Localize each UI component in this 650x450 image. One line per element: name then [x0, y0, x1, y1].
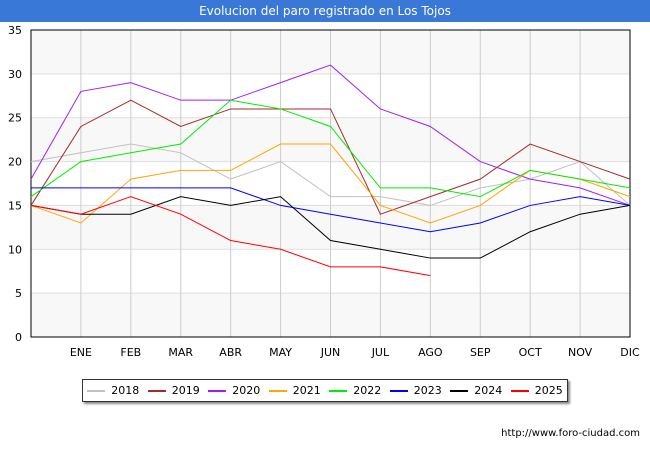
legend-swatch [87, 389, 106, 392]
y-tick-label: 15 [8, 199, 22, 212]
y-tick-label: 5 [15, 287, 22, 300]
x-tick-label: MAR [168, 346, 193, 359]
series-line-2025 [30, 196, 431, 277]
source-url: http://www.foro-ciudad.com [501, 428, 640, 439]
legend-swatch [510, 389, 529, 392]
x-tick-label: OCT [519, 346, 542, 359]
legend-item-2020: 2020 [208, 384, 260, 397]
y-tick-label: 10 [8, 243, 22, 256]
legend-label: 2023 [413, 384, 442, 397]
legend-swatch [389, 389, 408, 392]
legend-item-2018: 2018 [87, 384, 139, 397]
series-line-2023 [31, 187, 631, 233]
x-tick-label: NOV [568, 346, 593, 359]
y-tick-label: 20 [8, 156, 22, 169]
series-line-2022 [30, 99, 631, 198]
series-line-2020 [30, 64, 631, 206]
y-tick-label: 25 [8, 112, 22, 125]
series-line-2019 [30, 99, 631, 215]
chart-title: Evolucion del paro registrado en Los Toj… [0, 0, 650, 22]
y-tick-label: 0 [15, 331, 22, 344]
x-tick-label: ABR [219, 346, 242, 359]
plot-frame [30, 29, 631, 338]
legend-swatch [329, 389, 348, 392]
legend-label: 2018 [111, 384, 140, 397]
legend-label: 2019 [171, 384, 200, 397]
x-tick-label: AGO [418, 346, 443, 359]
legend: 2018 2019 2020 2021 2022 2023 2024 2025 [82, 379, 568, 402]
x-tick-label: FEB [120, 346, 141, 359]
legend-label: 2021 [292, 384, 321, 397]
legend-label: 2022 [353, 384, 382, 397]
legend-label: 2020 [232, 384, 261, 397]
legend-item-2025: 2025 [510, 384, 563, 397]
legend-swatch [208, 389, 227, 392]
x-tick-label: JUL [371, 346, 390, 359]
legend-item-2019: 2019 [147, 384, 200, 397]
legend-item-2021: 2021 [268, 384, 321, 397]
x-tick-label: JUN [320, 346, 341, 359]
x-tick-label: SEP [470, 346, 491, 359]
legend-label: 2024 [474, 384, 503, 397]
legend-item-2024: 2024 [450, 384, 502, 397]
legend-item-2023: 2023 [389, 384, 442, 397]
legend-label: 2025 [534, 384, 563, 397]
legend-swatch [450, 389, 469, 392]
legend-swatch [147, 389, 166, 392]
legend-swatch [268, 389, 287, 392]
y-tick-label: 35 [8, 24, 22, 37]
legend-item-2022: 2022 [329, 384, 381, 397]
series-line-2024 [30, 196, 631, 259]
x-tick-label: DIC [620, 346, 640, 359]
x-tick-label: MAY [269, 346, 292, 359]
x-tick-label: ENE [70, 346, 92, 359]
y-tick-label: 30 [8, 68, 22, 81]
